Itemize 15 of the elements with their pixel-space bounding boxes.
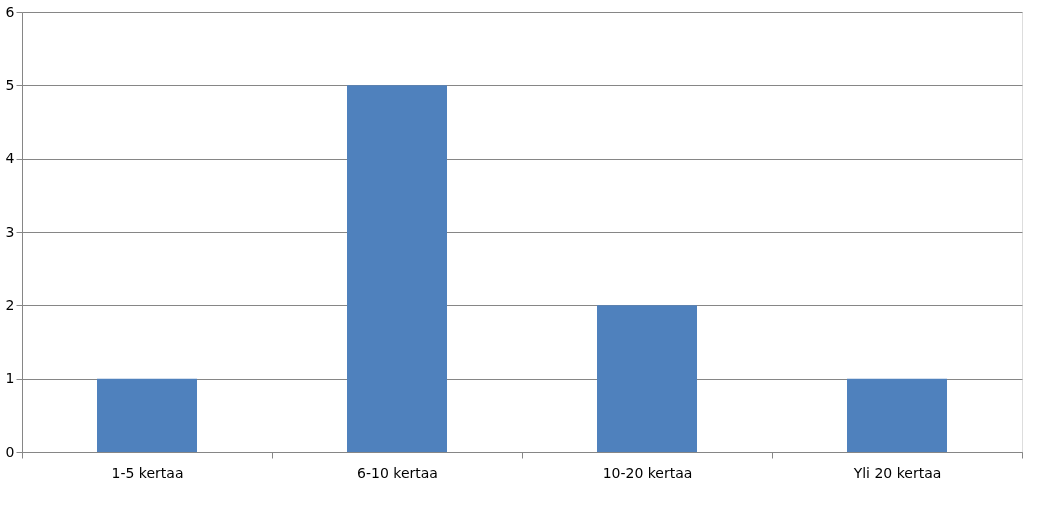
y-tick-label: 0 (5, 443, 15, 460)
bar (847, 378, 947, 452)
bar (597, 305, 697, 452)
x-tick-label: 10-20 kertaa (602, 464, 693, 481)
x-tick-label: Yli 20 kertaa (852, 464, 942, 481)
y-tick-label: 3 (5, 223, 15, 240)
y-tick-label: 2 (5, 296, 15, 313)
bar (347, 85, 447, 452)
y-tick-label: 5 (5, 76, 15, 93)
x-tick-label: 1-5 kertaa (111, 464, 184, 481)
y-tick-label: 4 (5, 150, 15, 167)
x-tick-label: 6-10 kertaa (357, 464, 438, 481)
y-tick-label: 6 (5, 3, 15, 20)
bar (97, 378, 197, 452)
y-tick-label: 1 (5, 370, 15, 387)
